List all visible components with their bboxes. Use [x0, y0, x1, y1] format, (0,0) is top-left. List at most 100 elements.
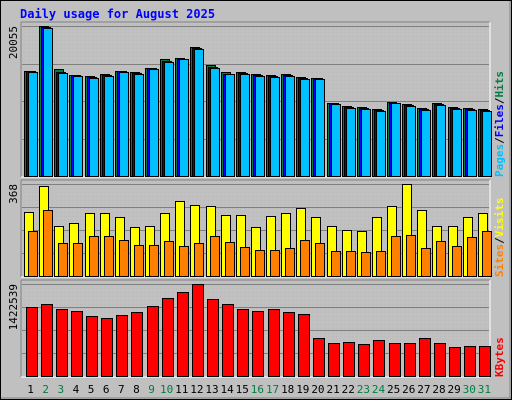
legend-entry: /	[493, 97, 506, 104]
x-tick-label-day-12: 12	[190, 383, 203, 396]
bar-pages-day-10	[164, 62, 174, 177]
legend-entry: Sites	[493, 244, 506, 277]
bar-pages-day-17	[270, 77, 280, 177]
bar-sites-day-18	[285, 248, 295, 277]
bar-pages-day-9	[149, 69, 159, 177]
bar-kbytes-day-10	[162, 298, 174, 377]
kbytes-panel: 1422539 KBytes	[7, 279, 506, 378]
chart-title: Daily usage for August 2025	[20, 7, 215, 21]
x-tick-label-day-17: 17	[266, 383, 279, 396]
bar-pages-day-4	[73, 76, 83, 177]
bar-sites-day-21	[331, 251, 341, 277]
legend-entry: Files	[493, 104, 506, 137]
series-sites	[28, 210, 492, 277]
bar-sites-day-1	[28, 231, 38, 277]
x-tick-label-day-13: 13	[205, 383, 218, 396]
bar-kbytes-day-3	[56, 309, 68, 377]
bar-kbytes-day-7	[116, 315, 128, 377]
bar-kbytes-day-30	[464, 346, 476, 377]
bar-sites-day-12	[194, 243, 204, 277]
bar-pages-day-24	[376, 111, 386, 177]
bar-kbytes-day-22	[343, 342, 355, 377]
bar-pages-day-29	[452, 109, 462, 177]
legend-entry: Hits	[493, 71, 506, 98]
x-tick-label-day-22: 22	[342, 383, 355, 396]
x-tick-label-day-30: 30	[463, 383, 476, 396]
x-tick-label-day-11: 11	[175, 383, 188, 396]
x-tick-label-day-2: 2	[42, 383, 49, 396]
bar-sites-day-6	[104, 236, 114, 277]
bar-sites-day-2	[43, 210, 53, 277]
bar-sites-day-10	[164, 241, 174, 277]
x-tick-label-day-7: 7	[118, 383, 125, 396]
bar-sites-day-11	[179, 246, 189, 277]
bar-pages-day-30	[467, 110, 477, 177]
x-tick-label-day-21: 21	[326, 383, 339, 396]
bar-kbytes-day-1	[26, 307, 38, 377]
hits-panel: 20055 Pages/Files/Hits	[7, 21, 506, 178]
panel-legend: KBytes	[493, 337, 506, 377]
bar-pages-day-14	[225, 74, 235, 177]
bar-kbytes-day-8	[131, 312, 143, 377]
x-tick-label-day-28: 28	[432, 383, 445, 396]
bar-pages-day-26	[406, 106, 416, 177]
bar-sites-day-31	[482, 231, 492, 277]
bar-sites-day-19	[300, 240, 310, 277]
bar-pages-day-22	[346, 108, 356, 177]
bar-kbytes-day-14	[222, 304, 234, 377]
series-pages	[28, 28, 492, 177]
x-tick-label-day-23: 23	[357, 383, 370, 396]
axis-max-label: 20055	[7, 26, 20, 59]
x-tick-label-day-9: 9	[148, 383, 155, 396]
bar-sites-day-22	[346, 251, 356, 277]
bar-kbytes-day-15	[237, 309, 249, 377]
x-tick-label-day-25: 25	[387, 383, 400, 396]
bar-kbytes-day-21	[328, 343, 340, 377]
x-tick-label-day-8: 8	[133, 383, 140, 396]
bar-pages-day-3	[58, 73, 68, 177]
bar-kbytes-day-31	[479, 346, 491, 377]
bar-sites-day-23	[361, 252, 371, 277]
bar-kbytes-day-19	[298, 314, 310, 377]
legend-entry: /	[493, 137, 506, 144]
x-tick-label-day-5: 5	[88, 383, 95, 396]
bar-sites-day-7	[119, 240, 129, 277]
x-tick-label-day-1: 1	[27, 383, 34, 396]
bar-pages-day-13	[210, 68, 220, 177]
bar-kbytes-day-9	[147, 306, 159, 377]
legend-entry: Visits	[493, 198, 506, 238]
bar-kbytes-day-11	[177, 292, 189, 377]
bar-sites-day-30	[467, 237, 477, 277]
bar-kbytes-day-4	[71, 311, 83, 377]
bar-pages-day-11	[179, 59, 189, 177]
x-tick-label-day-4: 4	[73, 383, 80, 396]
x-tick-label-day-19: 19	[296, 383, 309, 396]
bar-kbytes-day-20	[313, 338, 325, 377]
bar-sites-day-9	[149, 245, 159, 277]
bar-pages-day-2	[43, 28, 53, 177]
panel-legend: Pages/Files/Hits	[493, 71, 506, 177]
bar-kbytes-day-26	[404, 343, 416, 377]
x-tick-label-day-16: 16	[251, 383, 264, 396]
bar-pages-day-5	[89, 78, 99, 177]
x-tick-label-day-20: 20	[311, 383, 324, 396]
legend-entry: KBytes	[493, 337, 506, 377]
bar-sites-day-28	[436, 241, 446, 277]
series-kbytes	[26, 284, 491, 377]
bar-kbytes-day-25	[389, 343, 401, 377]
bar-pages-day-16	[255, 76, 265, 177]
x-tick-label-day-26: 26	[402, 383, 415, 396]
bar-sites-day-29	[452, 246, 462, 277]
bar-pages-day-8	[134, 74, 144, 177]
axis-max-label: 1422539	[7, 284, 20, 330]
bar-kbytes-day-17	[268, 309, 280, 377]
bar-kbytes-day-27	[419, 338, 431, 377]
bar-sites-day-8	[134, 245, 144, 277]
bar-sites-day-20	[315, 243, 325, 277]
bar-sites-day-5	[89, 236, 99, 277]
x-tick-label-day-31: 31	[478, 383, 491, 396]
axis-max-label: 368	[7, 184, 20, 204]
bar-pages-day-20	[315, 79, 325, 177]
